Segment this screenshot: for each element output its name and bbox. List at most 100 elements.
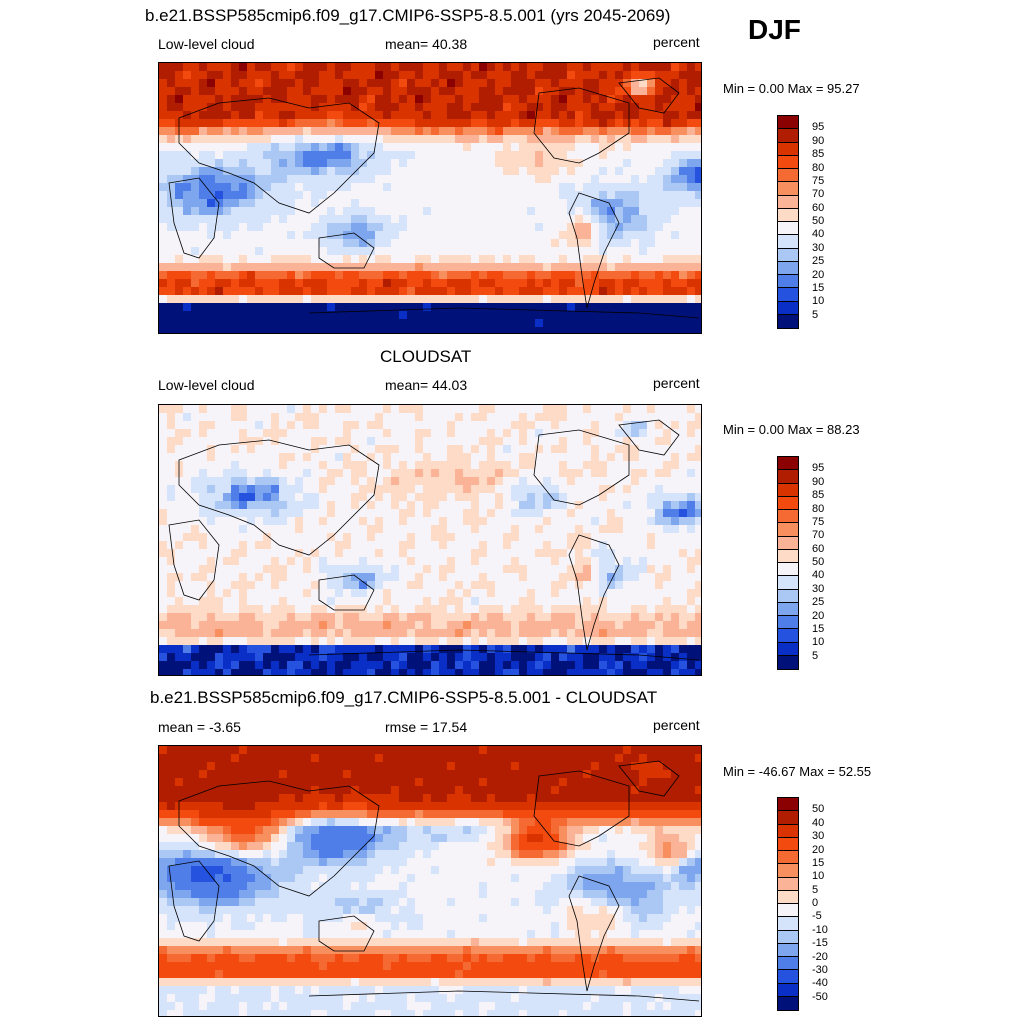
- map-cell: [231, 557, 240, 566]
- map-cell: [535, 762, 544, 771]
- map-cell: [343, 71, 352, 80]
- map-cell: [255, 581, 264, 590]
- map-cell: [511, 533, 520, 542]
- map-cell: [191, 103, 200, 112]
- map-cell: [255, 303, 264, 312]
- map-cell: [423, 159, 432, 168]
- map-cell: [335, 517, 344, 526]
- map-cell: [487, 239, 496, 248]
- map-cell: [215, 405, 224, 414]
- map-cell: [671, 223, 680, 232]
- map-cell: [383, 621, 392, 630]
- map-cell: [391, 453, 400, 462]
- map-cell: [487, 746, 496, 755]
- map-cell: [159, 231, 168, 240]
- map-cell: [391, 239, 400, 248]
- map-cell: [463, 87, 472, 96]
- map-cell: [295, 754, 304, 763]
- map-cell: [535, 247, 544, 256]
- map-cell: [255, 573, 264, 582]
- map-cell: [695, 231, 701, 240]
- map-cell: [335, 87, 344, 96]
- map-cell: [231, 311, 240, 320]
- map-cell: [367, 159, 376, 168]
- map-cell: [407, 63, 416, 72]
- map-cell: [223, 143, 232, 152]
- map-cell: [175, 629, 184, 638]
- map-cell: [543, 653, 552, 662]
- map-cell: [215, 231, 224, 240]
- map-cell: [327, 453, 336, 462]
- map-cell: [231, 303, 240, 312]
- map-cell: [487, 71, 496, 80]
- map-cell: [567, 469, 576, 478]
- map-cell: [199, 421, 208, 430]
- map-cell: [479, 255, 488, 264]
- map-cell: [575, 247, 584, 256]
- map-cell: [207, 557, 216, 566]
- map-cell: [383, 605, 392, 614]
- map-cell: [567, 629, 576, 638]
- map-cell: [167, 469, 176, 478]
- map-cell: [399, 445, 408, 454]
- panel-3-map-svg: [159, 746, 701, 1016]
- map-cell: [503, 199, 512, 208]
- map-cell: [599, 669, 608, 675]
- map-cell: [319, 311, 328, 320]
- map-cell: [255, 429, 264, 438]
- map-cell: [655, 319, 664, 328]
- map-cell: [303, 303, 312, 312]
- map-cell: [527, 549, 536, 558]
- map-cell: [679, 311, 688, 320]
- map-cell: [247, 311, 256, 320]
- map-cell: [407, 549, 416, 558]
- map-cell: [271, 223, 280, 232]
- map-cell: [199, 183, 208, 192]
- map-cell: [159, 167, 168, 176]
- map-cell: [679, 605, 688, 614]
- map-cell: [495, 437, 504, 446]
- map-cell: [543, 645, 552, 654]
- map-cell: [631, 119, 640, 128]
- map-cell: [439, 303, 448, 312]
- map-cell: [559, 770, 568, 779]
- map-cell: [271, 151, 280, 160]
- map-cell: [327, 525, 336, 534]
- map-cell: [359, 517, 368, 526]
- map-cell: [543, 111, 552, 120]
- map-cell: [671, 762, 680, 771]
- map-cell: [583, 405, 592, 414]
- map-cell: [455, 71, 464, 80]
- map-cell: [287, 762, 296, 771]
- map-cell: [655, 605, 664, 614]
- map-cell: [431, 413, 440, 422]
- map-cell: [343, 629, 352, 638]
- map-cell: [239, 645, 248, 654]
- map-cell: [519, 437, 528, 446]
- map-cell: [383, 271, 392, 280]
- map-cell: [671, 175, 680, 184]
- map-cell: [335, 143, 344, 152]
- map-cell: [175, 405, 184, 414]
- map-cell: [263, 525, 272, 534]
- map-cell: [439, 653, 448, 662]
- map-cell: [583, 103, 592, 112]
- map-cell: [471, 573, 480, 582]
- map-cell: [415, 87, 424, 96]
- map-cell: [559, 231, 568, 240]
- map-cell: [271, 653, 280, 662]
- map-cell: [407, 461, 416, 470]
- map-cell: [407, 207, 416, 216]
- map-cell: [327, 143, 336, 152]
- map-cell: [175, 175, 184, 184]
- map-cell: [599, 573, 608, 582]
- map-cell: [239, 167, 248, 176]
- map-cell: [327, 746, 336, 755]
- map-cell: [687, 295, 696, 304]
- map-cell: [159, 669, 168, 675]
- map-cell: [279, 231, 288, 240]
- map-cell: [159, 429, 168, 438]
- map-cell: [607, 445, 616, 454]
- map-cell: [287, 661, 296, 670]
- map-cell: [511, 573, 520, 582]
